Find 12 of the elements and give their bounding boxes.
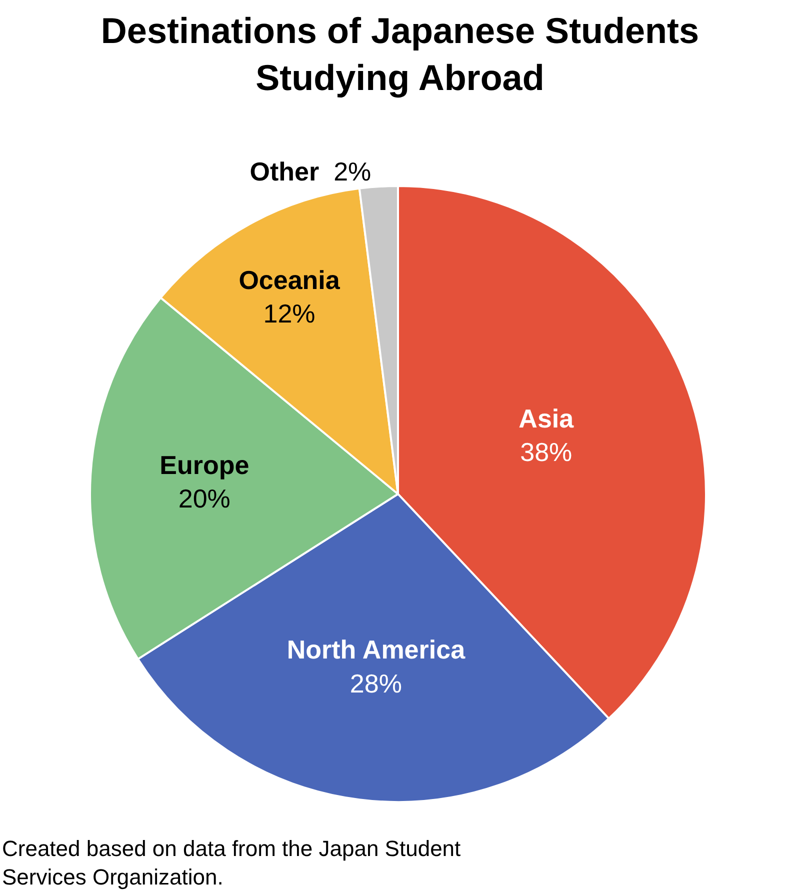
slice-label: Other [250, 156, 320, 187]
data-label: 2% [334, 156, 372, 187]
text: Created based on data from the Japan Student Services Organization. [2, 836, 461, 890]
slice-label: Europe [160, 450, 250, 480]
data-label: 28% [350, 668, 402, 698]
slice-label: Asia [518, 403, 574, 434]
data-label: 38% [520, 437, 572, 468]
data-label: 12% [263, 298, 316, 329]
data-label: 20% [178, 484, 230, 514]
slice-label: Oceania [238, 264, 340, 295]
chart-title: Destinations of Japanese Students Studying Abroad [100, 10, 700, 98]
slice-label: North America [286, 634, 466, 665]
